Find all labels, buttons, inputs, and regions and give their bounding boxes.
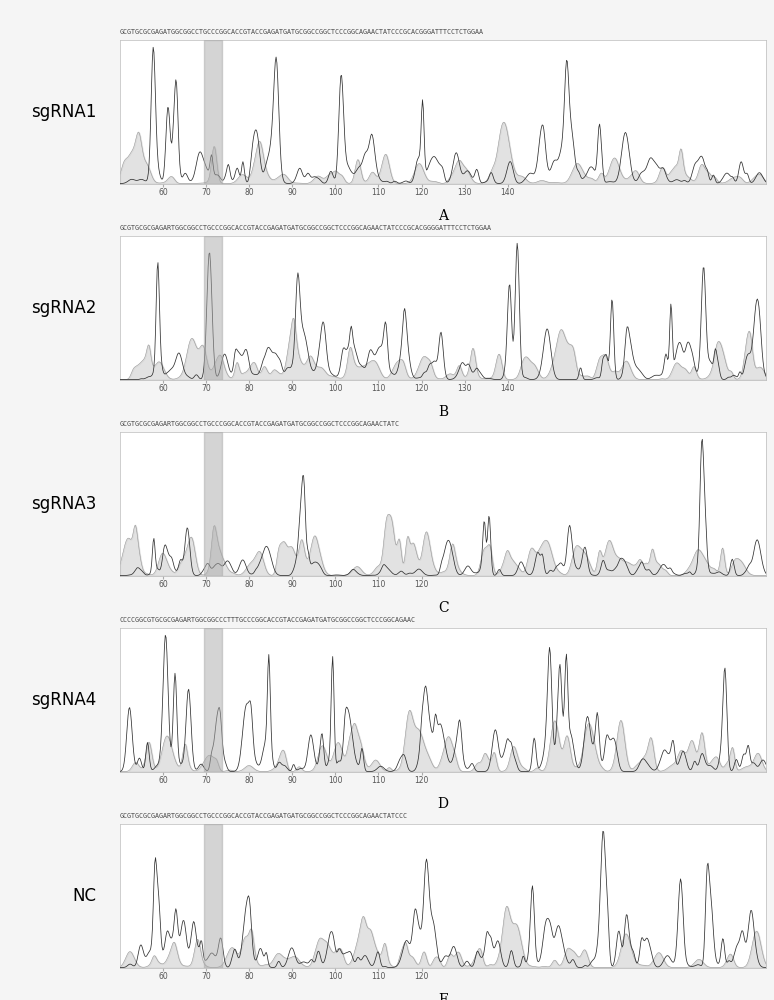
Text: GCGTGCGCGAGARTGGCGGCCTGCCCGGCACCGTACCGAGATGATGCGGCCGGCTCCCGGCAGAACTATCCC: GCGTGCGCGAGARTGGCGGCCTGCCCGGCACCGTACCGAG…	[120, 813, 408, 819]
Text: C: C	[438, 601, 448, 615]
Text: sgRNA3: sgRNA3	[32, 495, 97, 513]
Text: sgRNA4: sgRNA4	[32, 691, 97, 709]
Text: GCGTGCGCGAGARTGGCGGCCTGCCCGGCACCGTACCGAGATGATGCGGCCGGCTCCCGGCAGAACTATCCCGCACGGGG: GCGTGCGCGAGARTGGCGGCCTGCCCGGCACCGTACCGAG…	[120, 225, 492, 231]
Text: sgRNA2: sgRNA2	[32, 299, 97, 317]
Bar	[204, 236, 222, 380]
Text: CCCCGGCGTGCGCGAGARTGGCGGCCCTTTGCCCGGCACCGTACCGAGATGATGCGGCCGGCTCCCGGCAGAAC: CCCCGGCGTGCGCGAGARTGGCGGCCCTTTGCCCGGCACC…	[120, 617, 416, 623]
Text: E: E	[438, 993, 448, 1000]
Text: sgRNA1: sgRNA1	[32, 103, 97, 121]
Bar	[204, 628, 222, 772]
Text: B: B	[438, 405, 448, 419]
Bar	[204, 824, 222, 968]
Text: A: A	[438, 209, 448, 223]
Text: NC: NC	[73, 887, 97, 905]
Text: D: D	[437, 797, 449, 811]
Bar	[204, 40, 222, 184]
Text: GCGTGCGCGAGATGGCGGCCTGCCCGGCACCGTACCGAGATGATGCGGCCGGCTCCCGGCAGAACTATCCCGCACGGGAT: GCGTGCGCGAGATGGCGGCCTGCCCGGCACCGTACCGAGA…	[120, 29, 484, 35]
Bar	[204, 432, 222, 576]
Text: GCGTGCGCGAGARTGGCGGCCTGCCCGGCACCGTACCGAGATGATGCGGCCGGCTCCCGGCAGAACTATC: GCGTGCGCGAGARTGGCGGCCTGCCCGGCACCGTACCGAG…	[120, 421, 400, 427]
